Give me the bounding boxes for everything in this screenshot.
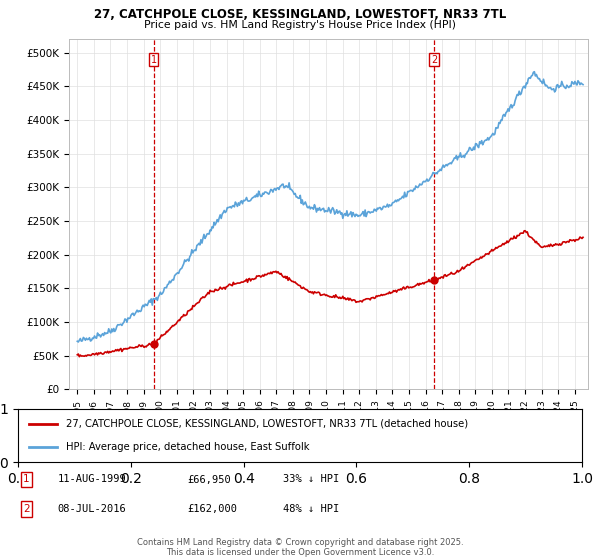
Text: 2: 2 xyxy=(23,504,30,514)
Text: 2: 2 xyxy=(431,55,437,65)
Text: 1: 1 xyxy=(151,55,157,65)
Text: HPI: Average price, detached house, East Suffolk: HPI: Average price, detached house, East… xyxy=(66,442,310,452)
Text: £162,000: £162,000 xyxy=(187,504,237,514)
Text: 33% ↓ HPI: 33% ↓ HPI xyxy=(283,474,340,484)
Text: £66,950: £66,950 xyxy=(187,474,231,484)
Text: 27, CATCHPOLE CLOSE, KESSINGLAND, LOWESTOFT, NR33 7TL (detached house): 27, CATCHPOLE CLOSE, KESSINGLAND, LOWEST… xyxy=(66,419,468,429)
Text: 48% ↓ HPI: 48% ↓ HPI xyxy=(283,504,340,514)
Text: Price paid vs. HM Land Registry's House Price Index (HPI): Price paid vs. HM Land Registry's House … xyxy=(144,20,456,30)
Text: 08-JUL-2016: 08-JUL-2016 xyxy=(58,504,126,514)
Text: 11-AUG-1999: 11-AUG-1999 xyxy=(58,474,126,484)
Text: 1: 1 xyxy=(23,474,30,484)
Text: 27, CATCHPOLE CLOSE, KESSINGLAND, LOWESTOFT, NR33 7TL: 27, CATCHPOLE CLOSE, KESSINGLAND, LOWEST… xyxy=(94,8,506,21)
Text: Contains HM Land Registry data © Crown copyright and database right 2025.
This d: Contains HM Land Registry data © Crown c… xyxy=(137,538,463,557)
